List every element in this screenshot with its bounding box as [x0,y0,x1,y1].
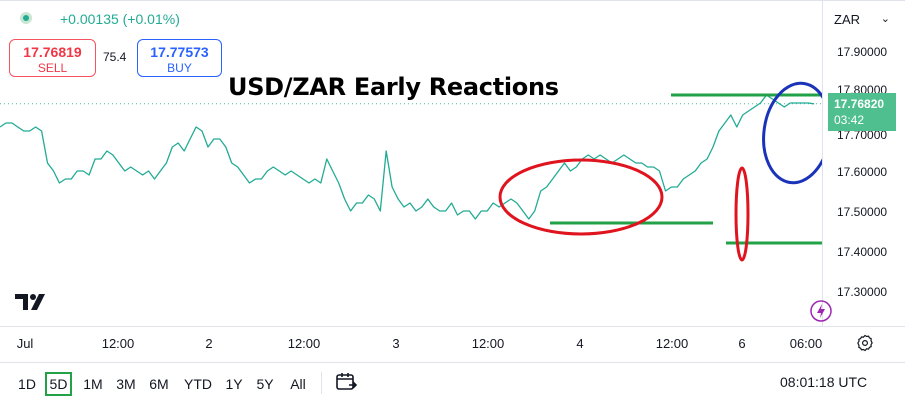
toolbar-divider [0,362,905,363]
range-5y-button[interactable]: 5Y [256,376,274,392]
red-highlight-ellipse [498,158,664,236]
bar-countdown: 03:42 [834,113,865,127]
time-tick-label: 6 [738,336,746,351]
chevron-down-icon: ⌄ [880,13,890,25]
time-tick-label: 12:00 [471,336,505,351]
sell-label: SELL [37,61,68,75]
top-border [0,0,905,1]
sell-button[interactable]: 17.76819 SELL [9,39,96,77]
time-tick-label: 3 [392,336,400,351]
tradingview-logo [15,294,45,310]
red-highlight-ellipse [734,166,750,262]
price-tick-label: 17.90000 [837,45,888,59]
range-ytd-button[interactable]: YTD [184,376,212,392]
price-tick-label: 17.30000 [837,285,888,299]
range-1d-button[interactable]: 1D [18,376,36,392]
chart-title: USD/ZAR Early Reactions [228,73,559,101]
buy-button[interactable]: 17.77573 BUY [137,39,222,77]
time-tick-label: 4 [576,336,584,351]
utc-clock[interactable]: 08:01:18 UTC [780,374,868,390]
buy-price: 17.77573 [150,44,209,60]
price-tick-label: 17.50000 [837,205,888,219]
current-price-tag: 17.76820 03:42 [828,93,896,131]
range-3m-button[interactable]: 3M [116,376,136,392]
range-1y-button[interactable]: 1Y [225,376,243,392]
price-tick-label: 17.40000 [837,245,888,259]
sell-price: 17.76819 [23,44,82,60]
time-tick-label: 12:00 [655,336,689,351]
price-change: +0.00135 (+0.01%) [60,11,180,27]
time-tick-label: 12:00 [101,336,135,351]
range-5d-button[interactable]: 5D [45,372,72,396]
calendar-range-icon[interactable] [334,370,358,394]
market-status-icon [20,12,32,24]
gear-icon[interactable] [856,334,874,352]
price-tick-label: 17.70000 [837,128,888,142]
flash-icon[interactable] [810,300,832,322]
time-tick-label: 06:00 [789,336,823,351]
time-tick-label: 2 [205,336,213,351]
price-scale-divider [822,0,823,326]
blue-highlight-ellipse [762,81,822,185]
buy-label: BUY [167,61,192,75]
current-price: 17.76820 [834,97,885,111]
price-chart[interactable] [0,0,822,326]
price-tick-label: 17.60000 [837,165,888,179]
range-all-button[interactable]: All [290,376,306,392]
range-6m-button[interactable]: 6M [149,376,169,392]
time-axis-divider [0,326,905,327]
currency-label: ZAR [834,11,860,27]
toolbar-separator [321,372,322,394]
spread-value: 75.4 [103,50,127,64]
price-series-line [0,94,815,220]
time-tick-label: 12:00 [287,336,321,351]
currency-select[interactable]: ZAR ⌄ [828,5,898,33]
time-tick-label: Jul [16,336,34,351]
range-1m-button[interactable]: 1M [83,376,103,392]
